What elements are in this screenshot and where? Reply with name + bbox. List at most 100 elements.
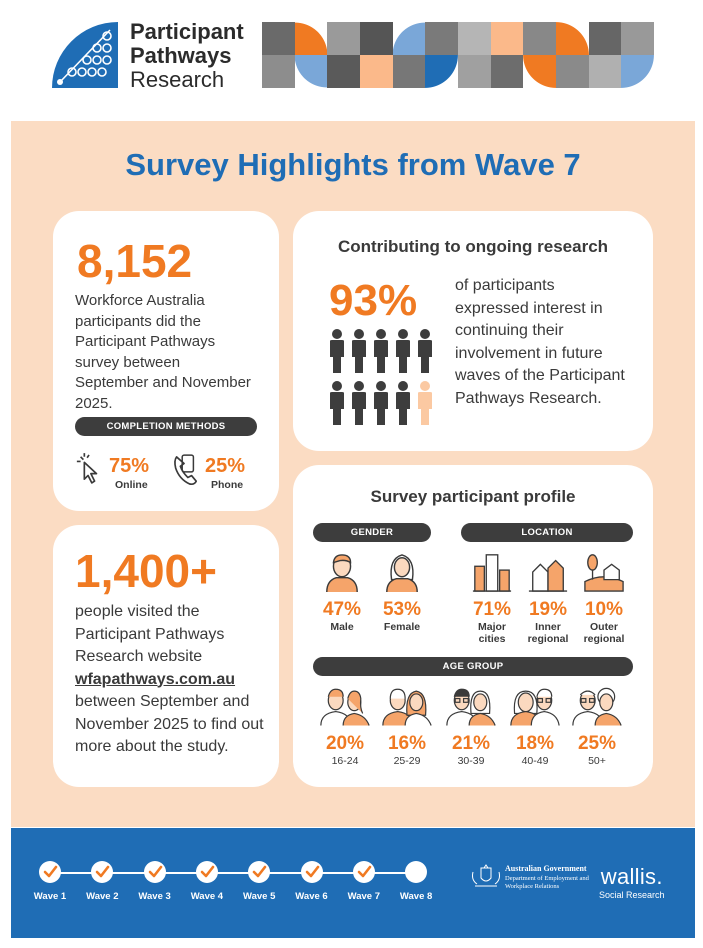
website-card: 1,400+ people visited the Participant Pa…: [53, 525, 279, 787]
checkmark-icon: [357, 865, 372, 878]
gender-male: 47% Male: [315, 599, 369, 633]
wave-label: Wave 7: [347, 891, 380, 902]
research-heading: Contributing to ongoing research: [337, 237, 609, 256]
phone-icon: [174, 454, 198, 486]
wave-dot: [405, 861, 428, 883]
profile-card: Survey participant profile GENDER LOCATI…: [293, 465, 653, 787]
completion-methods-label: COMPLETION METHODS: [75, 417, 257, 436]
wave-label: Wave 3: [138, 891, 171, 902]
location-outer-regional: 10% Outer regional: [577, 599, 631, 645]
checkmark-icon: [252, 865, 267, 878]
location-label: LOCATION: [461, 523, 633, 542]
wave-timeline-line: [49, 872, 419, 874]
phone-pct: 25%: [205, 455, 246, 477]
outer-regional-pct: 10%: [584, 599, 624, 620]
checkmark-icon: [148, 865, 162, 878]
website-text: people visited the Participant Pathways …: [75, 601, 265, 759]
female-pct: 53%: [382, 599, 422, 620]
logo-line-3: Research: [130, 67, 225, 92]
wave-label: Wave 8: [399, 891, 433, 902]
female-icon: [386, 554, 418, 592]
website-link[interactable]: wfapathways.com.au: [75, 670, 236, 688]
coat-of-arms-icon: [472, 864, 500, 887]
wave-dot: [195, 861, 218, 883]
age-group-label: AGE GROUP: [313, 657, 633, 676]
inner-regional-label-1: Inner: [535, 621, 561, 633]
research-text: of participants expressed interest in co…: [455, 277, 625, 407]
wave-dot: [39, 861, 61, 883]
wave-step-8: Wave 8: [386, 861, 446, 902]
age-30-39-label: 30-39: [457, 755, 485, 767]
wave-dot: [352, 861, 375, 883]
phone-label: Phone: [211, 479, 244, 491]
checkmark-icon: [95, 865, 110, 878]
wave-step-7: Wave 7: [334, 861, 394, 902]
gender-label: GENDER: [313, 523, 431, 542]
logo-wordmark: Participant Pathways Research: [130, 20, 244, 92]
participants-card: 8,152 Workforce Australia participants d…: [53, 211, 279, 511]
inner-regional-label-2: regional: [527, 633, 569, 645]
wave-label: Wave 5: [242, 891, 276, 902]
wave-step-4: Wave 4: [177, 861, 237, 902]
wave-label: Wave 1: [33, 891, 67, 902]
age-30-39-icon: [446, 688, 496, 726]
gov-line-2: Department of Employment and Workplace R…: [505, 875, 589, 890]
gender-female: 53% Female: [375, 599, 429, 633]
gov-line-1: Australian Government: [505, 864, 587, 873]
research-pct: 93%: [329, 276, 418, 325]
wave-label: Wave 2: [86, 891, 119, 902]
location-major-cities: 71% Major cities: [465, 599, 519, 645]
major-cities-label-1: Major: [477, 621, 506, 633]
wave-dot: [91, 861, 114, 883]
location-inner-regional: 19% Inner regional: [521, 599, 575, 645]
inner-regional-pct: 19%: [528, 599, 568, 620]
click-icon: [76, 453, 98, 484]
online-label: Online: [115, 479, 148, 491]
checkmark-icon: [305, 865, 319, 878]
age-25-29-pct: 16%: [387, 733, 427, 754]
wave-dot: [248, 861, 271, 883]
page-title: Survey Highlights from Wave 7: [125, 147, 581, 182]
age-16-24-pct: 20%: [325, 733, 365, 754]
wave-step-1: Wave 1: [20, 861, 80, 902]
age-16-24-label: 16-24: [331, 755, 359, 767]
wallis-subtitle: Social Research: [599, 890, 665, 900]
wave-step-2: Wave 2: [72, 861, 132, 902]
age-30-39: 21% 30-39: [443, 733, 499, 767]
inner-regional-icon: [528, 559, 568, 592]
wave-dot: [143, 861, 166, 883]
major-cities-label-2: cities: [478, 633, 506, 645]
age-40-49-label: 40-49: [521, 755, 549, 767]
wallis-logo: wallis. Social Research: [599, 864, 665, 900]
age-50-plus-icon: [572, 687, 622, 726]
age-50-plus-pct: 25%: [577, 733, 617, 754]
logo-line-2: Pathways: [130, 43, 232, 68]
male-icon: [326, 554, 358, 592]
people-icon-grid: [330, 329, 432, 425]
profile-heading: Survey participant profile: [370, 487, 576, 506]
outer-regional-label-2: regional: [583, 633, 625, 645]
age-50-plus: 25% 50+: [569, 733, 625, 767]
age-16-24: 20% 16-24: [317, 733, 373, 767]
age-16-24-icon: [320, 688, 370, 726]
highlights-panel: Survey Highlights from Wave 7 8,152 Work…: [11, 121, 695, 827]
participants-number: 8,152: [77, 235, 193, 287]
website-number: 1,400+: [75, 545, 217, 597]
checkmark-icon: [200, 865, 215, 878]
participant-pathways-logo-icon: [52, 22, 118, 88]
age-30-39-pct: 21%: [451, 733, 491, 754]
age-25-29-label: 25-29: [393, 755, 421, 767]
wave-label: Wave 6: [295, 891, 328, 902]
female-label: Female: [383, 621, 421, 633]
age-25-29: 16% 25-29: [379, 733, 435, 767]
major-cities-pct: 71%: [472, 599, 512, 620]
wave-dot: [300, 861, 323, 883]
website-text-1: people visited the Participant Pathways …: [75, 603, 225, 665]
wave-label: Wave 4: [190, 891, 224, 902]
australian-government-logo: Australian Government Department of Empl…: [469, 864, 589, 891]
major-cities-icon: [472, 554, 512, 592]
age-40-49-icon: [510, 688, 560, 726]
footer: Wave 1 Wave 2 Wave 3 Wave 4 Wave 5 Wave 6 Wave…: [11, 828, 695, 938]
header: Participant Pathways Research: [0, 0, 703, 120]
age-25-29-icon: [382, 688, 432, 726]
